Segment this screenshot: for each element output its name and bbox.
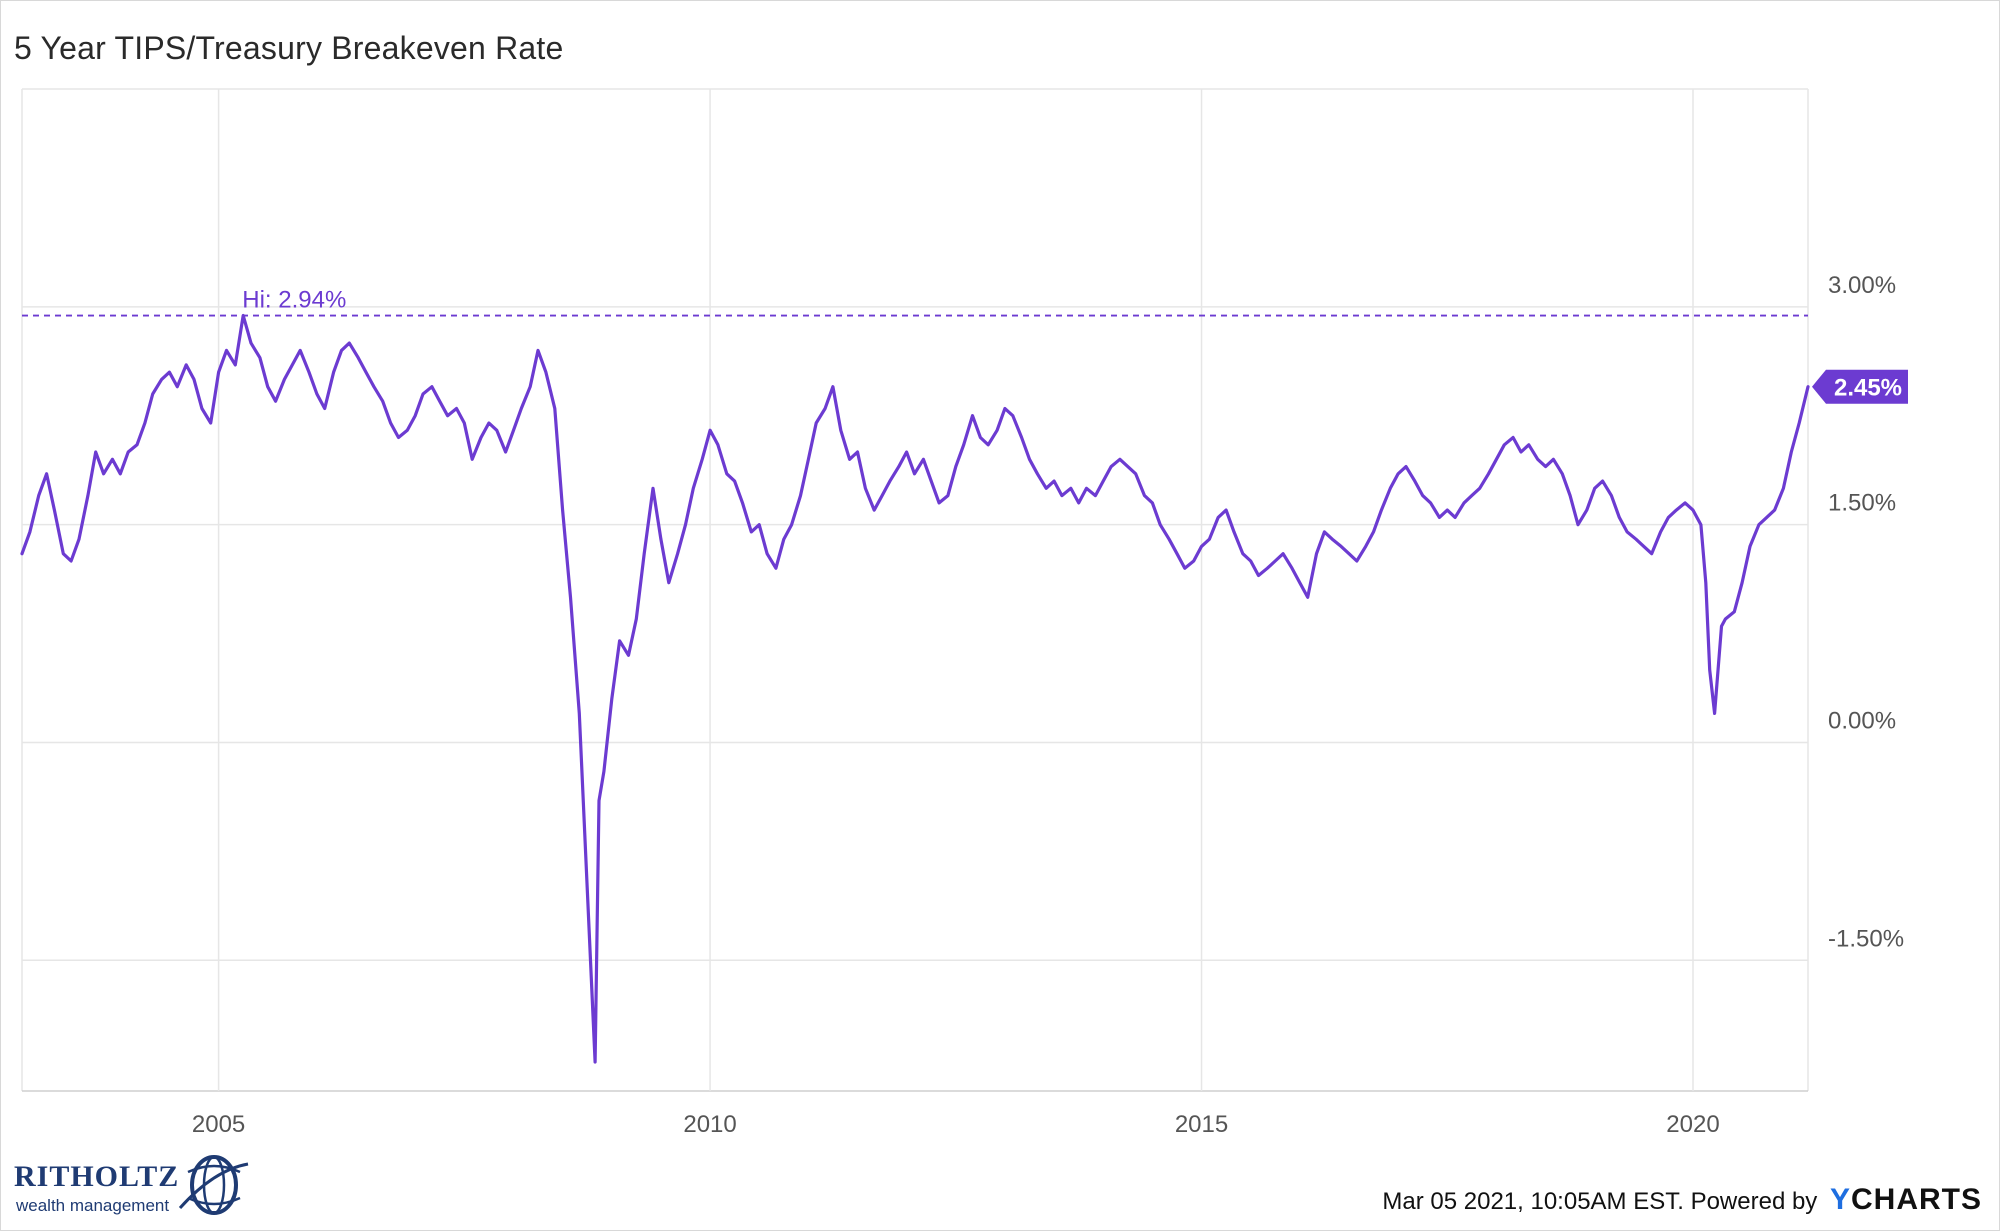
logo-tagline: wealth management <box>16 1196 170 1215</box>
x-tick-label: 2020 <box>1666 1111 1719 1138</box>
ritholtz-logo: RITHOLTZ wealth management <box>14 1150 249 1220</box>
series-line <box>20 313 1810 1064</box>
high-label: Hi: 2.94% <box>242 287 346 314</box>
y-tick-label: -1.50% <box>1828 925 1904 952</box>
x-axis-ticks: 2005 2010 2015 2020 <box>192 1111 1720 1138</box>
last-value-badge-shape <box>1812 369 1908 404</box>
globe-icon <box>178 1155 249 1215</box>
y-tick-label: 0.00% <box>1828 707 1896 734</box>
x-tick-label: 2015 <box>1175 1111 1228 1138</box>
last-value-label: 2.45% <box>1834 375 1902 402</box>
logo-wordmark: RITHOLTZ <box>14 1160 180 1193</box>
ycharts-logo: YCHARTS <box>1830 1183 1982 1216</box>
x-tick-label: 2005 <box>192 1111 245 1138</box>
y-axis-ticks: 3.00% 1.50% 0.00% -1.50% <box>1828 272 1904 952</box>
last-value-badge: 2.45% <box>1812 369 1908 404</box>
high-marker: Hi: 2.94% <box>22 287 1808 317</box>
source-footer: Mar 05 2021, 10:05AM EST. Powered by YCH… <box>1382 1183 1982 1217</box>
grid-layer <box>21 88 1809 1092</box>
footer-powered-by: Powered by <box>1690 1188 1818 1215</box>
ycharts-logo-y: Y <box>1829 1183 1851 1216</box>
y-tick-label: 1.50% <box>1828 490 1896 517</box>
y-tick-label: 3.00% <box>1828 272 1896 299</box>
series-line-layer <box>20 313 1810 1064</box>
chart-title: 5 Year TIPS/Treasury Breakeven Rate <box>14 30 564 66</box>
x-tick-label: 2010 <box>683 1111 736 1138</box>
footer-timestamp: Mar 05 2021, 10:05AM EST. <box>1382 1188 1684 1215</box>
ycharts-logo-text: CHARTS <box>1851 1183 1982 1216</box>
